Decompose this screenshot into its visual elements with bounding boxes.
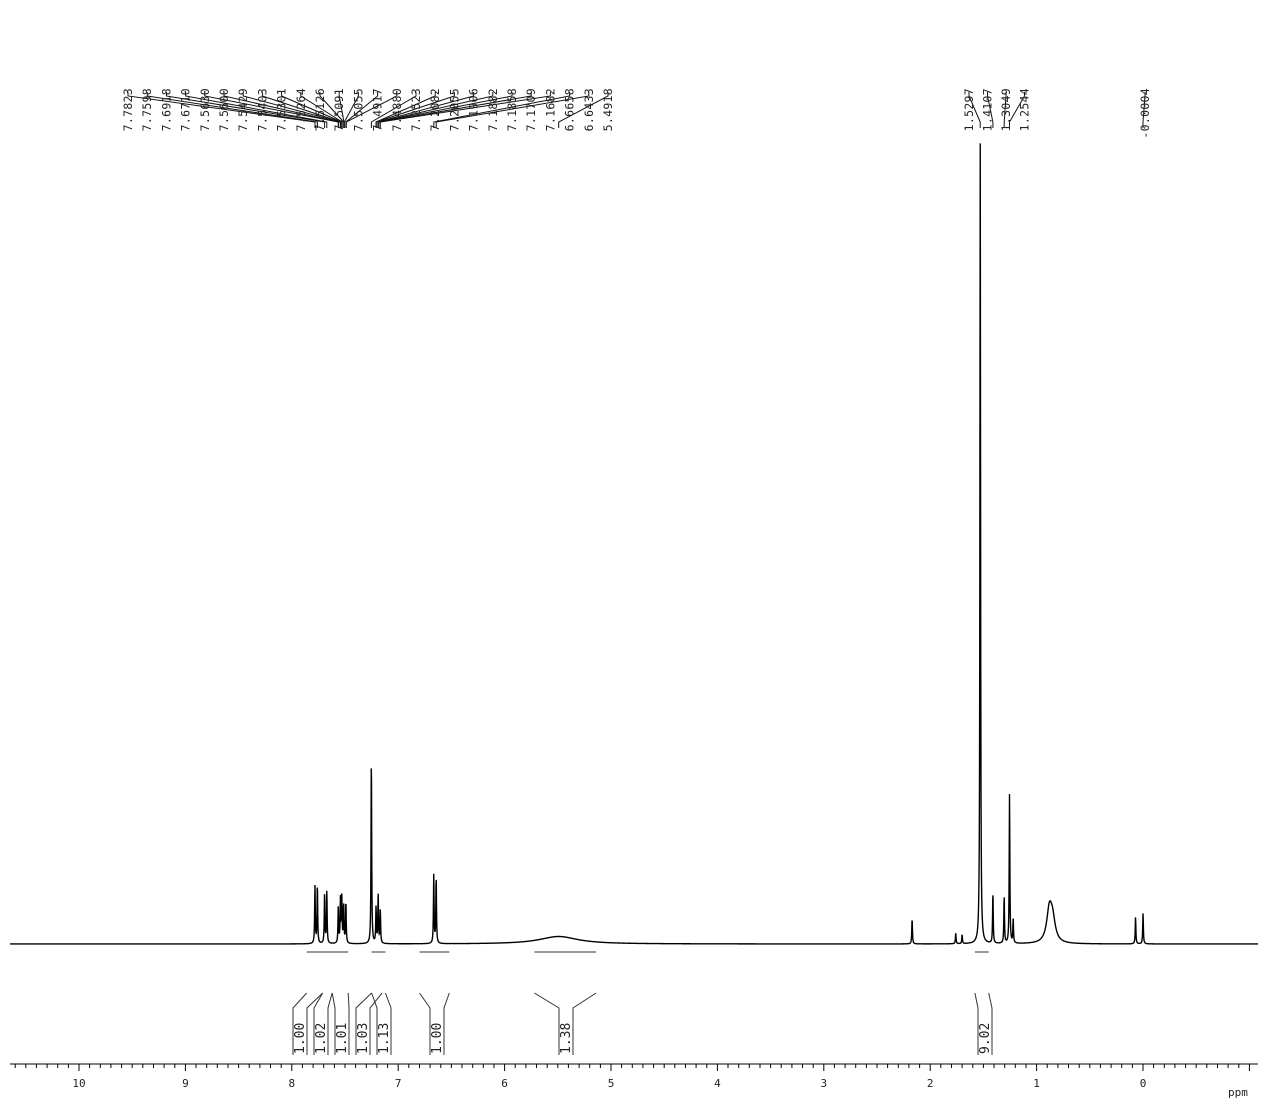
peak-leader <box>1009 92 1025 128</box>
peak-label: 1.5297 <box>962 88 976 131</box>
peak-leader <box>1142 92 1146 128</box>
peak-label: 7.6710 <box>179 88 193 131</box>
spectrum-trace <box>10 143 1258 945</box>
integral-bracket <box>292 992 324 1055</box>
x-tick-label: 6 <box>501 1077 508 1090</box>
integral-bracket <box>974 992 993 1055</box>
peak-label: 7.5403 <box>255 88 269 131</box>
integral-bracket <box>419 992 450 1055</box>
peak-label: 7.7598 <box>140 88 154 131</box>
peak-label: 7.5055 <box>351 88 365 131</box>
peak-label: 7.4880 <box>390 88 404 131</box>
peak-label: 7.1882 <box>486 88 500 131</box>
integral-value: 1.38 <box>559 1023 574 1054</box>
peak-labels: 7.7823 7.7598 7.6918 7.6710 7.5630 7.5600 7.54… <box>121 88 1152 139</box>
peak-label: 7.5600 <box>217 88 231 131</box>
peak-label: 7.1858 <box>505 88 519 131</box>
x-tick-label: 4 <box>714 1077 721 1090</box>
integral-value: 1.00 <box>293 1023 308 1054</box>
peak-label: 7.7823 <box>121 88 135 131</box>
peak-label: 7.5429 <box>236 88 250 131</box>
peak-label: 7.5091 <box>332 88 346 131</box>
peak-leader <box>261 92 342 128</box>
peak-label: 7.5630 <box>198 88 212 131</box>
peak-leader <box>987 92 994 128</box>
peak-leader <box>146 92 318 128</box>
peak-leader <box>345 92 398 128</box>
peak-leader <box>370 92 417 128</box>
peak-label: 7.1682 <box>543 88 557 131</box>
x-tick-label: 7 <box>395 1077 402 1090</box>
integral-value: 1.13 <box>377 1023 392 1054</box>
peak-label: 7.2082 <box>428 88 442 131</box>
peak-leader <box>435 92 590 128</box>
peak-label: 6.6433 <box>582 88 596 131</box>
peak-leader <box>127 92 316 128</box>
peak-leader <box>377 92 513 128</box>
x-tick-label: 5 <box>608 1077 615 1090</box>
integral-value: 1.01 <box>335 1023 350 1054</box>
x-tick-label: 10 <box>72 1077 85 1090</box>
x-axis-ticks: 10 9 8 7 6 5 4 3 2 1 0 <box>14 1064 1250 1090</box>
peak-label: 5.4918 <box>601 88 615 131</box>
peak-leader <box>223 92 340 128</box>
peak-label: 7.1906 <box>467 88 481 131</box>
peak-leader <box>343 92 359 128</box>
x-tick-label: 1 <box>1033 1077 1040 1090</box>
integral-value: 1.00 <box>430 1023 445 1054</box>
peak-leader <box>300 92 343 128</box>
peak-leader <box>433 92 571 128</box>
peak-label: 7.5126 <box>313 88 327 131</box>
peak-leader-lines <box>127 92 1146 128</box>
peak-label: 6.6658 <box>563 88 577 131</box>
integral-value: 1.03 <box>356 1023 371 1054</box>
peak-leader <box>379 92 551 128</box>
ppm-axis: 10 9 8 7 6 5 4 3 2 1 0 ppm <box>10 1063 1258 1099</box>
peak-label: 7.1709 <box>524 88 538 131</box>
peak-label: 7.2055 <box>447 88 461 131</box>
integral-regions: 1.00 1.02 1.01 1.03 1.13 1.00 1.38 9.02 <box>292 951 993 1055</box>
peak-leader <box>375 92 455 128</box>
peak-label: 1.2544 <box>1018 88 1032 131</box>
peak-leader <box>165 92 326 128</box>
integral-value: 1.02 <box>314 1023 329 1054</box>
peak-label: 7.2523 <box>409 88 423 131</box>
peak-leader <box>1003 92 1007 128</box>
peak-label: 7.5264 <box>294 88 308 131</box>
peak-label: 1.3049 <box>999 88 1013 131</box>
integral-bracket <box>355 992 383 1055</box>
peak-label: 7.5301 <box>275 88 289 131</box>
peak-leader <box>558 92 609 128</box>
x-tick-label: 0 <box>1140 1077 1147 1090</box>
integral-bracket <box>331 992 350 1055</box>
peak-label: -0.0004 <box>1138 88 1152 139</box>
integral-bracket <box>371 992 392 1055</box>
peak-label: 1.4107 <box>981 88 995 131</box>
integral-value: 9.02 <box>978 1023 993 1054</box>
integral-bracket <box>534 992 597 1055</box>
x-axis-unit-label: ppm <box>1228 1086 1248 1099</box>
integral-bracket <box>313 992 333 1055</box>
x-tick-label: 8 <box>288 1077 295 1090</box>
peak-leader <box>375 92 436 128</box>
peak-leader <box>185 92 328 128</box>
peak-label: 7.4917 <box>371 88 385 131</box>
x-tick-label: 2 <box>927 1077 934 1090</box>
x-tick-label: 3 <box>820 1077 827 1090</box>
peak-leader <box>968 92 981 128</box>
x-tick-label: 9 <box>182 1077 189 1090</box>
peak-label: 7.6918 <box>159 88 173 131</box>
